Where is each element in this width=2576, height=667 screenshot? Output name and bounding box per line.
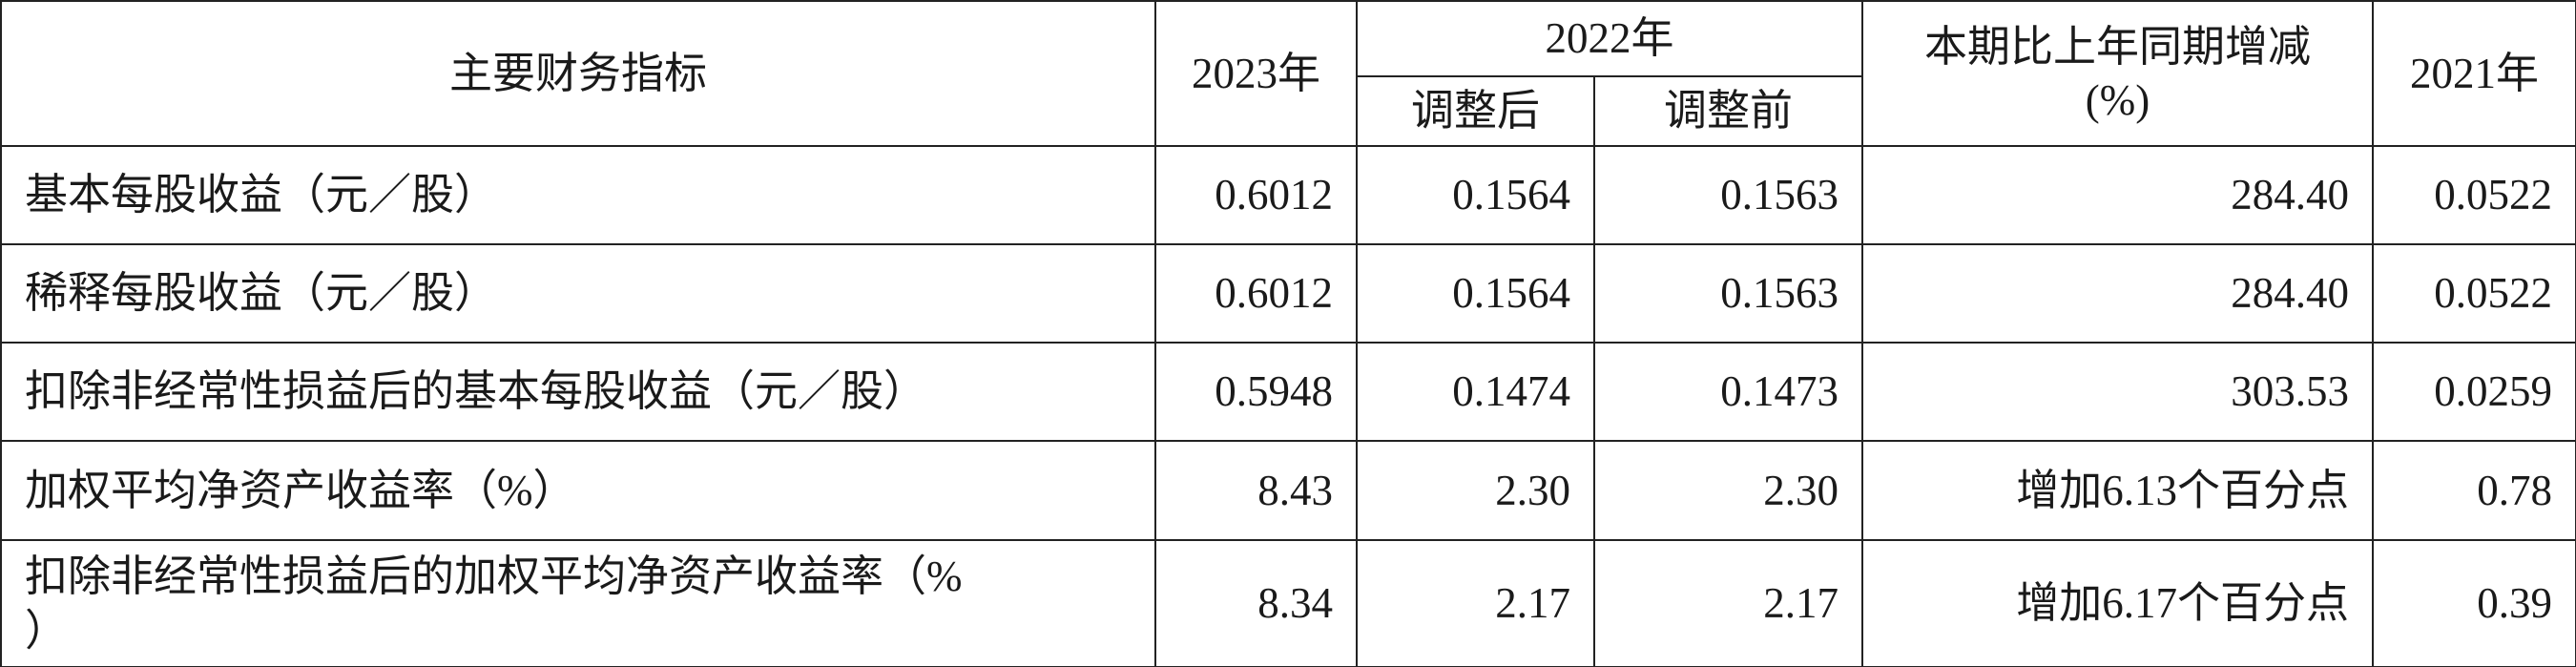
row-label: 稀释每股收益（元／股） — [0, 243, 1156, 344]
value-cell: 0.0522 — [2372, 243, 2576, 344]
value-cell: 303.53 — [1861, 342, 2374, 442]
row-label: 基本每股收益（元／股） — [0, 145, 1156, 245]
value-cell: 增加6.13个百分点 — [1861, 440, 2374, 541]
row-label: 扣除非经常性损益后的基本每股收益（元／股） — [0, 342, 1156, 442]
value-cell: 2.30 — [1593, 440, 1863, 541]
row-label: 加权平均净资产收益率（%） — [0, 440, 1156, 541]
value-cell: 0.1473 — [1593, 342, 1863, 442]
value-cell: 8.34 — [1154, 539, 1358, 667]
value-cell: 0.1564 — [1356, 145, 1595, 245]
header-cell: 2023年 — [1154, 0, 1358, 147]
value-cell: 2.17 — [1356, 539, 1595, 667]
value-cell: 0.1564 — [1356, 243, 1595, 344]
value-cell: 0.78 — [2372, 440, 2576, 541]
value-cell: 8.43 — [1154, 440, 1358, 541]
header-group: 2022年 — [1356, 0, 1863, 77]
header-cell: 调整前 — [1593, 75, 1863, 147]
value-cell: 0.0259 — [2372, 342, 2576, 442]
value-cell: 284.40 — [1861, 145, 2374, 245]
value-cell: 0.0522 — [2372, 145, 2576, 245]
value-cell: 0.1474 — [1356, 342, 1595, 442]
value-cell: 增加6.17个百分点 — [1861, 539, 2374, 667]
row-label: 扣除非经常性损益后的加权平均净资产收益率（% ） — [0, 539, 1156, 667]
header-cell: 调整后 — [1356, 75, 1595, 147]
value-cell: 0.39 — [2372, 539, 2576, 667]
value-cell: 0.6012 — [1154, 145, 1358, 245]
value-cell: 284.40 — [1861, 243, 2374, 344]
value-cell: 0.5948 — [1154, 342, 1358, 442]
value-cell: 2.30 — [1356, 440, 1595, 541]
value-cell: 0.6012 — [1154, 243, 1358, 344]
value-cell: 0.1563 — [1593, 243, 1863, 344]
header-cell: 主要财务指标 — [0, 0, 1156, 147]
value-cell: 0.1563 — [1593, 145, 1863, 245]
header-cell: 2021年 — [2372, 0, 2576, 147]
value-cell: 2.17 — [1593, 539, 1863, 667]
header-cell: 本期比上年同期增减 (%) — [1861, 0, 2374, 147]
